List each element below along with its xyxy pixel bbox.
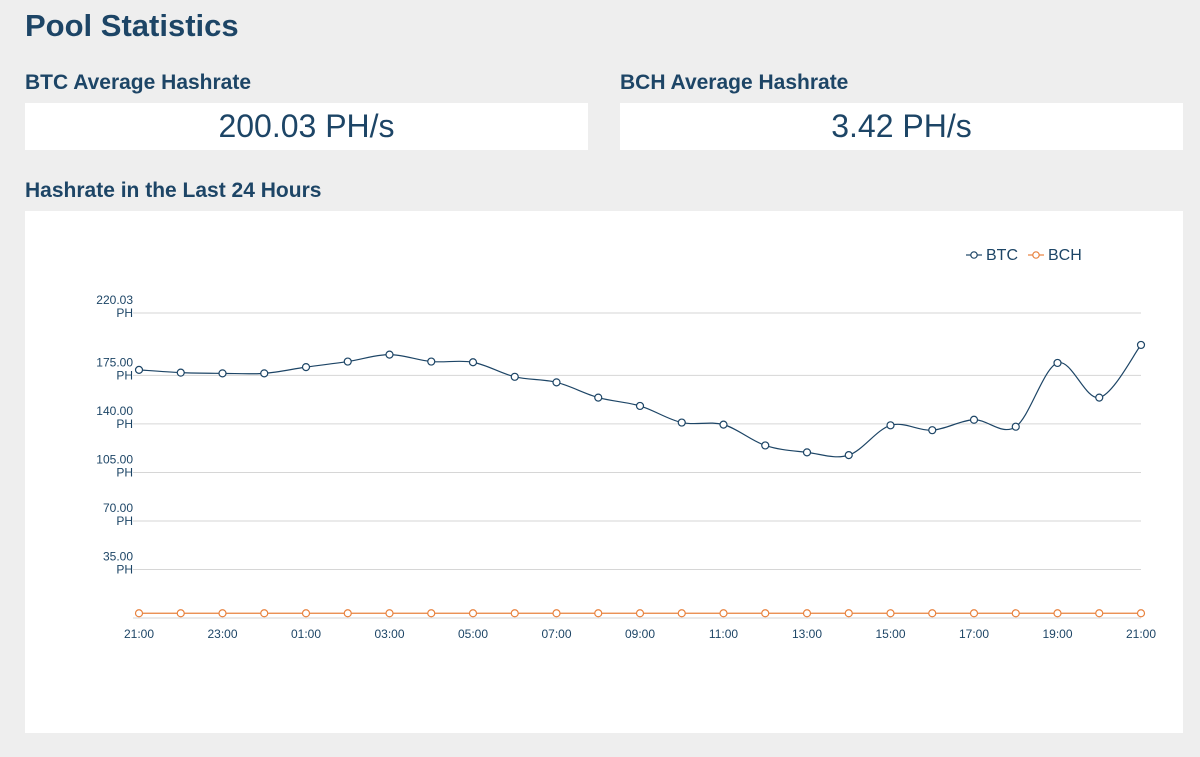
btc-data-point[interactable] — [427, 357, 436, 366]
bch-data-point[interactable] — [468, 609, 478, 618]
btc-data-point[interactable] — [1095, 393, 1104, 402]
legend-label-bch: BCH — [1048, 247, 1082, 264]
btc-data-point[interactable] — [635, 401, 645, 411]
bch-data-point[interactable] — [427, 609, 436, 618]
x-tick-label: 13:00 — [792, 627, 822, 641]
y-tick-label-70.00: 70.00 PH — [103, 501, 133, 528]
bch-average-hashrate-label: BCH Average Hashrate — [620, 71, 849, 94]
x-tick-label: 19:00 — [1042, 627, 1072, 641]
bch-data-point[interactable] — [886, 609, 895, 618]
y-tick-label-220.03: 220.03 PH — [96, 293, 133, 320]
bch-data-point[interactable] — [1095, 609, 1104, 618]
bch-data-point[interactable] — [1053, 609, 1062, 618]
bch-data-point[interactable] — [969, 609, 979, 618]
x-tick-label: 09:00 — [625, 627, 655, 641]
btc-data-point[interactable] — [260, 369, 269, 378]
page-title: Pool Statistics — [25, 8, 239, 43]
hashrate-line-chart: 35.00 PH 70.00 PH 105.00 PH 140.00 PH 175.00 PH 22… — [96, 247, 1156, 641]
x-tick-label: 11:00 — [709, 627, 738, 641]
btc-data-point[interactable] — [761, 441, 770, 450]
bch-data-point[interactable] — [928, 609, 937, 618]
x-tick-label: 03:00 — [374, 627, 404, 641]
btc-data-point[interactable] — [886, 421, 895, 430]
chart-gridlines — [133, 312, 1141, 619]
bch-average-hashrate-box: 3.42 PH/s — [620, 103, 1183, 150]
btc-data-point[interactable] — [594, 393, 603, 402]
bch-data-point[interactable] — [134, 609, 144, 618]
x-tick-label: 15:00 — [875, 627, 905, 641]
btc-data-point[interactable] — [552, 378, 561, 387]
legend-marker-btc — [970, 251, 978, 259]
x-tick-label: 23:00 — [207, 627, 237, 641]
btc-data-point[interactable] — [218, 369, 227, 378]
bch-data-point[interactable] — [761, 609, 770, 618]
btc-data-point[interactable] — [969, 415, 979, 424]
btc-data-point[interactable] — [468, 358, 478, 367]
bch-data-point[interactable] — [635, 609, 645, 618]
btc-data-point[interactable] — [510, 372, 519, 381]
legend-label-btc: BTC — [986, 247, 1018, 264]
bch-data-point[interactable] — [343, 609, 352, 618]
x-tick-label: 07:00 — [541, 627, 571, 641]
btc-average-hashrate-label: BTC Average Hashrate — [25, 71, 252, 94]
btc-data-point[interactable] — [301, 363, 311, 372]
x-axis-ticks: 21:00 23:00 01:00 03:00 05:00 07:00 09:00 11:00… — [124, 627, 1156, 641]
btc-data-point[interactable] — [343, 357, 352, 366]
btc-data-point[interactable] — [928, 426, 937, 435]
bch-data-point[interactable] — [719, 609, 728, 618]
btc-series-line — [138, 344, 1142, 458]
y-tick-label-175.00: 175.00 PH — [96, 355, 133, 382]
btc-data-point[interactable] — [385, 350, 394, 359]
bch-data-point[interactable] — [844, 609, 853, 618]
bch-data-point[interactable] — [594, 609, 603, 618]
chart-legend[interactable]: BTC BCH — [966, 247, 1082, 264]
btc-average-hashrate-value: 200.03 PH/s — [218, 108, 395, 144]
y-tick-label-105.00: 105.00 PH — [96, 452, 133, 479]
bch-data-point[interactable] — [176, 609, 185, 618]
btc-data-point[interactable] — [1011, 422, 1020, 431]
btc-data-point[interactable] — [719, 420, 728, 429]
bch-data-point[interactable] — [1136, 609, 1146, 618]
bch-average-hashrate-value: 3.42 PH/s — [831, 108, 972, 144]
btc-average-hashrate-box: 200.03 PH/s — [25, 103, 588, 150]
btc-data-point[interactable] — [134, 365, 144, 374]
bch-data-point[interactable] — [552, 609, 561, 618]
btc-data-point[interactable] — [1053, 358, 1062, 368]
x-tick-label: 21:00 — [124, 627, 154, 641]
bch-data-point[interactable] — [218, 609, 227, 618]
y-tick-label-140.00: 140.00 PH — [96, 404, 133, 431]
btc-data-point[interactable] — [802, 448, 812, 457]
btc-data-point[interactable] — [176, 368, 185, 377]
x-tick-label: 05:00 — [458, 627, 488, 641]
x-tick-label: 17:00 — [959, 627, 989, 641]
bch-data-point[interactable] — [301, 609, 311, 618]
legend-item-bch[interactable]: BCH — [1028, 247, 1082, 264]
bch-data-point[interactable] — [260, 609, 269, 618]
bch-data-point[interactable] — [385, 609, 394, 618]
y-axis-ticks: 35.00 PH 70.00 PH 105.00 PH 140.00 PH 175.00 PH 22… — [96, 293, 133, 576]
btc-data-point[interactable] — [677, 418, 686, 427]
bch-data-point[interactable] — [510, 609, 519, 618]
btc-data-point[interactable] — [844, 451, 853, 460]
bch-data-point[interactable] — [677, 609, 686, 618]
y-tick-label-35.00: 35.00 PH — [103, 549, 133, 576]
x-tick-label: 21:00 — [1126, 627, 1156, 641]
legend-item-btc[interactable]: BTC — [966, 247, 1018, 264]
hashrate-chart-title: Hashrate in the Last 24 Hours — [25, 179, 322, 202]
bch-data-point[interactable] — [802, 609, 812, 618]
legend-marker-bch — [1032, 251, 1040, 259]
x-tick-label: 01:00 — [291, 627, 321, 641]
bch-data-point[interactable] — [1011, 609, 1020, 618]
hashrate-chart-panel: 35.00 PH 70.00 PH 105.00 PH 140.00 PH 175.00 PH 22… — [25, 211, 1183, 733]
chart-series — [134, 340, 1146, 618]
btc-data-point[interactable] — [1136, 340, 1146, 350]
